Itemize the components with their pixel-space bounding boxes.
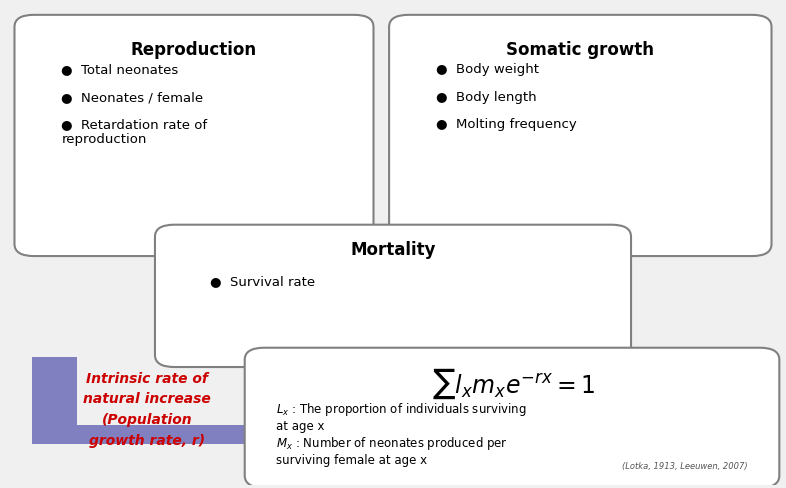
Text: $L_x$ : The proportion of individuals surviving
at age x: $L_x$ : The proportion of individuals su…	[276, 401, 527, 433]
FancyBboxPatch shape	[389, 15, 772, 256]
Text: (Lotka, 1913, Leeuwen, 2007): (Lotka, 1913, Leeuwen, 2007)	[623, 462, 748, 471]
Text: Mortality: Mortality	[351, 241, 435, 259]
FancyBboxPatch shape	[14, 15, 373, 256]
Text: Intrinsic rate of
natural increase
(Population
growth rate, r): Intrinsic rate of natural increase (Popu…	[83, 372, 211, 447]
FancyBboxPatch shape	[155, 224, 631, 367]
Text: ●  Retardation rate of
reproduction: ● Retardation rate of reproduction	[61, 118, 208, 146]
Text: ●  Body weight: ● Body weight	[436, 63, 539, 76]
Polygon shape	[248, 407, 282, 463]
Text: Somatic growth: Somatic growth	[506, 41, 654, 60]
Text: ●  Total neonates: ● Total neonates	[61, 63, 178, 76]
Text: ●  Molting frequency: ● Molting frequency	[436, 118, 577, 131]
Text: $\sum l_x m_x e^{-rx} = 1$: $\sum l_x m_x e^{-rx} = 1$	[432, 367, 596, 402]
Text: ●  Neonates / female: ● Neonates / female	[61, 91, 204, 103]
Polygon shape	[32, 425, 248, 444]
Text: ●  Survival rate: ● Survival rate	[210, 275, 314, 288]
Polygon shape	[32, 357, 77, 425]
FancyBboxPatch shape	[244, 348, 780, 488]
Text: $M_x$ : Number of neonates produced per
surviving female at age x: $M_x$ : Number of neonates produced per …	[276, 435, 508, 467]
Text: ●  Body length: ● Body length	[436, 91, 537, 103]
Text: Reproduction: Reproduction	[131, 41, 257, 60]
